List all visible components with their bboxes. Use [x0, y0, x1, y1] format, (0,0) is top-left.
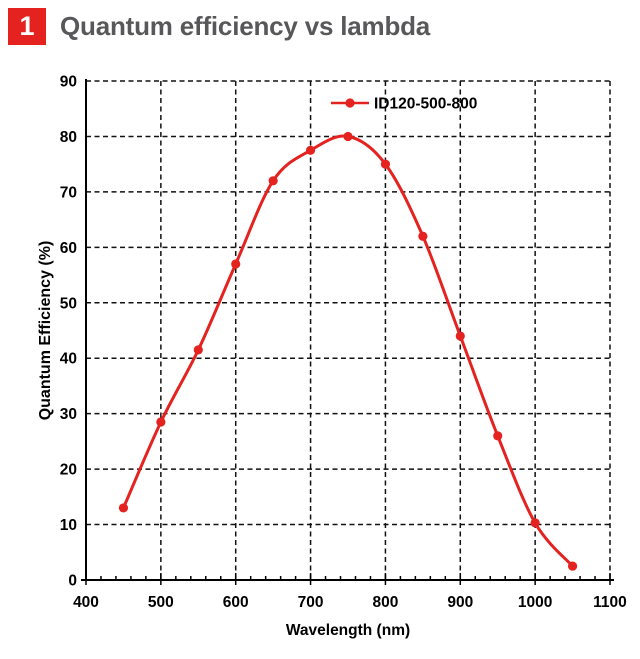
legend-marker-icon — [345, 98, 355, 108]
svg-text:0: 0 — [68, 573, 77, 590]
data-point-marker — [455, 331, 465, 341]
svg-text:50: 50 — [60, 295, 77, 312]
figure-number-badge: 1 — [8, 8, 46, 45]
svg-text:700: 700 — [298, 594, 324, 611]
svg-text:1000: 1000 — [518, 594, 552, 611]
svg-text:800: 800 — [372, 594, 398, 611]
svg-text:900: 900 — [447, 594, 473, 611]
series-line — [122, 134, 574, 568]
y-axis-tick-labels: 0 10 20 30 40 50 60 70 80 90 — [60, 74, 77, 590]
data-point-marker — [305, 145, 316, 155]
data-point-marker — [118, 503, 129, 513]
data-point-marker — [193, 345, 203, 355]
svg-text:600: 600 — [223, 594, 249, 611]
gridlines — [86, 80, 611, 580]
series-id120-500-800 — [118, 131, 578, 571]
data-point-marker — [493, 431, 503, 441]
svg-text:400: 400 — [73, 594, 99, 611]
figure-header: 1 Quantum efficiency vs lambda — [8, 8, 430, 45]
x-axis-ticks — [85, 573, 611, 585]
y-axis-title: Quantum Efficiency (%) — [37, 241, 54, 421]
svg-text:60: 60 — [60, 240, 77, 257]
legend: ID120-500-800 — [331, 96, 477, 113]
data-point-marker — [343, 131, 353, 142]
svg-text:40: 40 — [60, 351, 77, 368]
svg-text:80: 80 — [60, 129, 77, 146]
svg-text:30: 30 — [60, 406, 77, 423]
x-axis-tick-labels: 400 500 600 700 800 900 1000 1100 — [73, 594, 627, 611]
legend-label: ID120-500-800 — [374, 96, 477, 113]
svg-text:70: 70 — [60, 184, 77, 201]
svg-text:20: 20 — [60, 462, 77, 479]
data-point-marker — [418, 231, 428, 241]
x-axis-title: Wavelength (nm) — [286, 622, 410, 639]
data-point-marker — [567, 561, 578, 571]
svg-text:90: 90 — [60, 74, 77, 91]
data-point-marker — [231, 259, 241, 269]
figure-title: Quantum efficiency vs lambda — [60, 11, 431, 41]
data-point-marker — [268, 176, 278, 186]
svg-text:1100: 1100 — [593, 594, 627, 611]
data-point-marker — [156, 417, 166, 427]
data-point-marker — [530, 518, 540, 528]
axes — [81, 79, 614, 581]
svg-text:500: 500 — [148, 594, 174, 611]
svg-text:10: 10 — [60, 517, 77, 534]
data-point-marker — [380, 159, 391, 169]
